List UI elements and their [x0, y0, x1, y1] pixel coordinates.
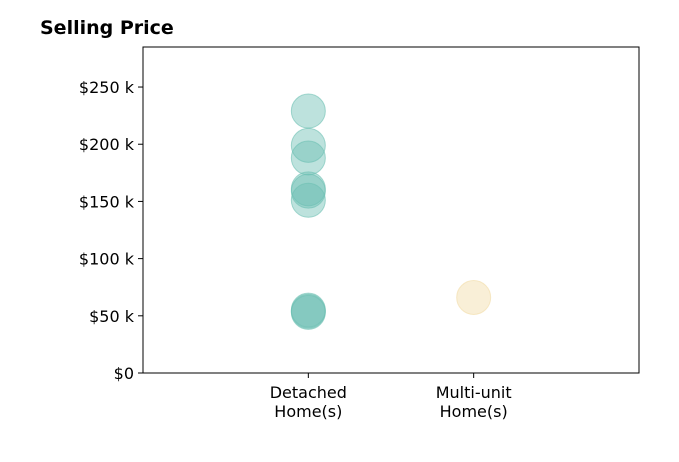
y-tick-label-4: $200 k — [79, 135, 135, 154]
data-point-0-1 — [290, 127, 326, 163]
y-tick-label-0: $0 — [114, 364, 134, 383]
x-tick-label-line: Home(s) — [440, 402, 508, 421]
chart-title: Selling Price — [40, 17, 174, 39]
data-point-0-8 — [290, 294, 326, 330]
y-tick-label-2: $100 k — [79, 250, 135, 269]
y-axis: $0 $50 k $100 k $150 k $200 k $250 k — [79, 78, 143, 383]
y-tick-label-1: $50 k — [89, 307, 135, 326]
x-tick-label-0: Detached Home(s) — [270, 383, 347, 421]
x-tick-label-line: Detached — [270, 383, 347, 402]
data-point-1-0 — [456, 280, 492, 316]
data-points — [290, 93, 492, 330]
x-tick-label-line: Home(s) — [274, 402, 342, 421]
x-tick-label-1: Multi-unit Home(s) — [436, 383, 512, 421]
data-point-0-4 — [290, 173, 326, 209]
data-point-0-2 — [290, 140, 326, 176]
y-tick-label-5: $250 k — [79, 78, 135, 97]
x-axis: Detached Home(s)Multi-unit Home(s) — [270, 373, 512, 421]
data-point-0-5 — [290, 182, 326, 218]
x-tick-label-line: Multi-unit — [436, 383, 512, 402]
y-tick-label-3: $150 k — [79, 192, 135, 211]
data-point-0-0 — [290, 93, 326, 129]
plot-frame — [142, 46, 640, 374]
